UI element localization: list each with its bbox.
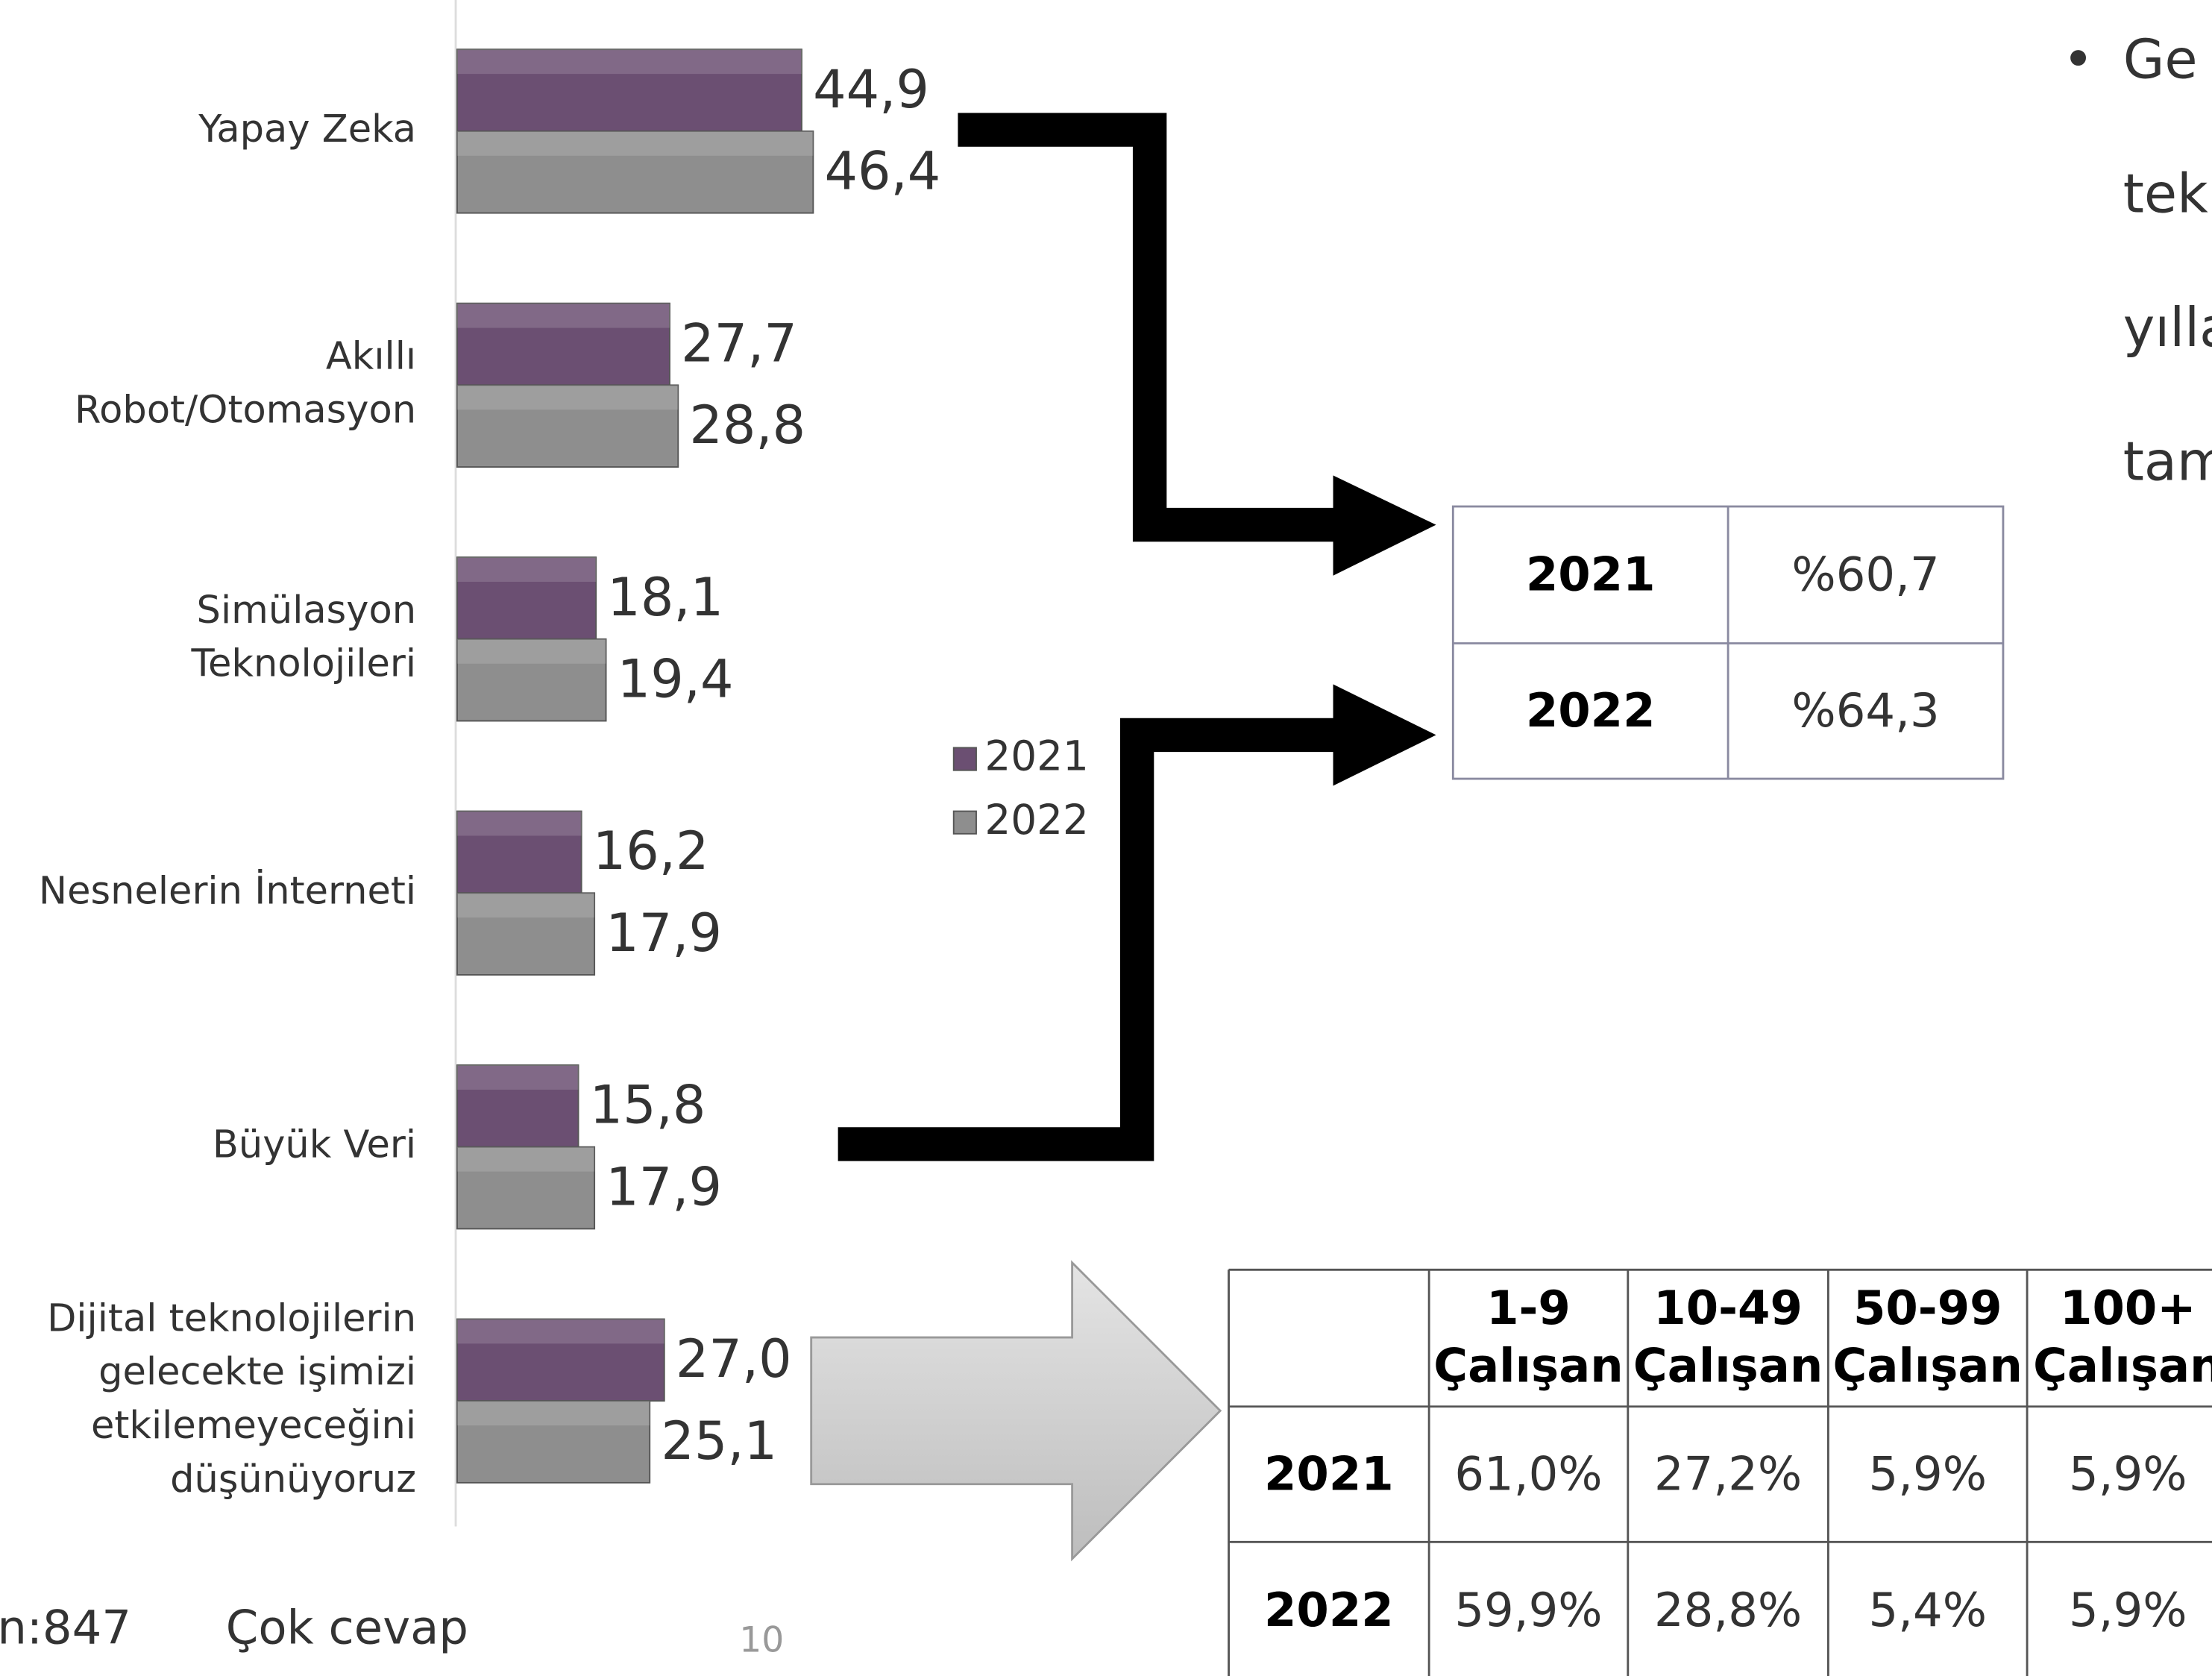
- category-label: Yapay Zeka: [198, 107, 416, 151]
- value-label: 46,4: [825, 141, 941, 202]
- big-arrow: [810, 1260, 1222, 1562]
- bar-shine: [456, 893, 595, 918]
- table-cell: 2022: [1264, 1583, 1394, 1637]
- table-cell: 2022: [1526, 683, 1656, 738]
- bar-shine: [456, 49, 802, 75]
- category-label: Dijital teknolojilerin gelecekte işimizi e…: [47, 1296, 416, 1501]
- value-label: 44,9: [813, 59, 929, 120]
- arrow-line: [958, 113, 1354, 542]
- table-header: 10-49 Çalışan: [1633, 1281, 1823, 1393]
- table-cell: 2021: [1264, 1446, 1394, 1501]
- value-label: 19,4: [618, 648, 734, 709]
- category-label: Büyük Veri: [213, 1123, 416, 1167]
- bar-shine: [456, 385, 679, 410]
- bar: [456, 810, 582, 894]
- table-cell: 28,8%: [1654, 1583, 1802, 1637]
- bar-shine: [456, 131, 814, 156]
- arrow-head: [1333, 475, 1436, 576]
- category-label: Nesnelerin İnterneti: [39, 867, 416, 913]
- bar: [456, 892, 596, 976]
- value-label: 27,0: [676, 1328, 792, 1390]
- value-label: 17,9: [606, 1156, 722, 1217]
- value-label: 16,2: [593, 820, 709, 882]
- bar-shine: [456, 303, 670, 328]
- value-label: 28,8: [689, 395, 805, 456]
- bullet-text: Ge: [2123, 28, 2198, 91]
- legend-label: 2022: [984, 796, 1089, 844]
- table-cell: 5,4%: [1868, 1583, 1987, 1637]
- page-number: 10: [739, 1620, 784, 1661]
- table-cell: %60,7: [1791, 547, 1939, 602]
- table-cell: %64,3: [1791, 683, 1939, 738]
- legend-swatch: [952, 810, 977, 835]
- category-label: Akıllı Robot/Otomasyon: [75, 334, 416, 432]
- arrow-line: [838, 718, 1354, 1161]
- table-header: 50-99 Çalışan: [1833, 1281, 2023, 1393]
- bar: [456, 638, 607, 722]
- bar-shine: [456, 1146, 595, 1172]
- bar-shine: [456, 1065, 579, 1090]
- table-cell: 5,9%: [1868, 1446, 1987, 1501]
- value-label: 17,9: [606, 903, 722, 964]
- bullet-text: tam: [2123, 430, 2212, 493]
- bar: [456, 1146, 596, 1230]
- bar: [456, 1318, 665, 1402]
- bar-shine: [456, 1401, 650, 1426]
- legend-swatch: [952, 747, 977, 771]
- bullet-text: tek: [2123, 162, 2208, 225]
- value-label: 27,7: [681, 313, 797, 374]
- arrow-head: [1333, 684, 1436, 786]
- sample-note: n:847: [0, 1601, 131, 1655]
- value-label: 25,1: [661, 1410, 777, 1472]
- bar: [456, 556, 597, 640]
- bar: [456, 1400, 651, 1484]
- table-header: 100+ Çalışan: [2033, 1281, 2212, 1393]
- table-cell: 59,9%: [1454, 1583, 1602, 1637]
- note: Çok cevap: [226, 1601, 468, 1655]
- bar-shine: [456, 811, 582, 836]
- legend-label: 2021: [984, 732, 1089, 780]
- table-cell: 2021: [1526, 547, 1656, 602]
- bar-shine: [456, 1319, 664, 1344]
- bullet-text: yılla: [2123, 296, 2212, 359]
- value-label: 18,1: [607, 567, 723, 628]
- bar: [456, 1064, 579, 1148]
- bar-shine: [456, 638, 606, 664]
- value-label: 15,8: [590, 1075, 706, 1136]
- bar-shine: [456, 557, 597, 583]
- table-cell: 27,2%: [1654, 1446, 1802, 1501]
- bar: [456, 384, 679, 468]
- category-label: Simülasyon Teknolojileri: [191, 589, 417, 686]
- table-cell: 5,9%: [2069, 1583, 2187, 1637]
- bar: [456, 130, 814, 214]
- table-cell: 5,9%: [2069, 1446, 2187, 1501]
- table-header: 1-9 Çalışan: [1433, 1281, 1623, 1393]
- bullet-dot: •: [2062, 28, 2093, 91]
- table-cell: 61,0%: [1454, 1446, 1602, 1501]
